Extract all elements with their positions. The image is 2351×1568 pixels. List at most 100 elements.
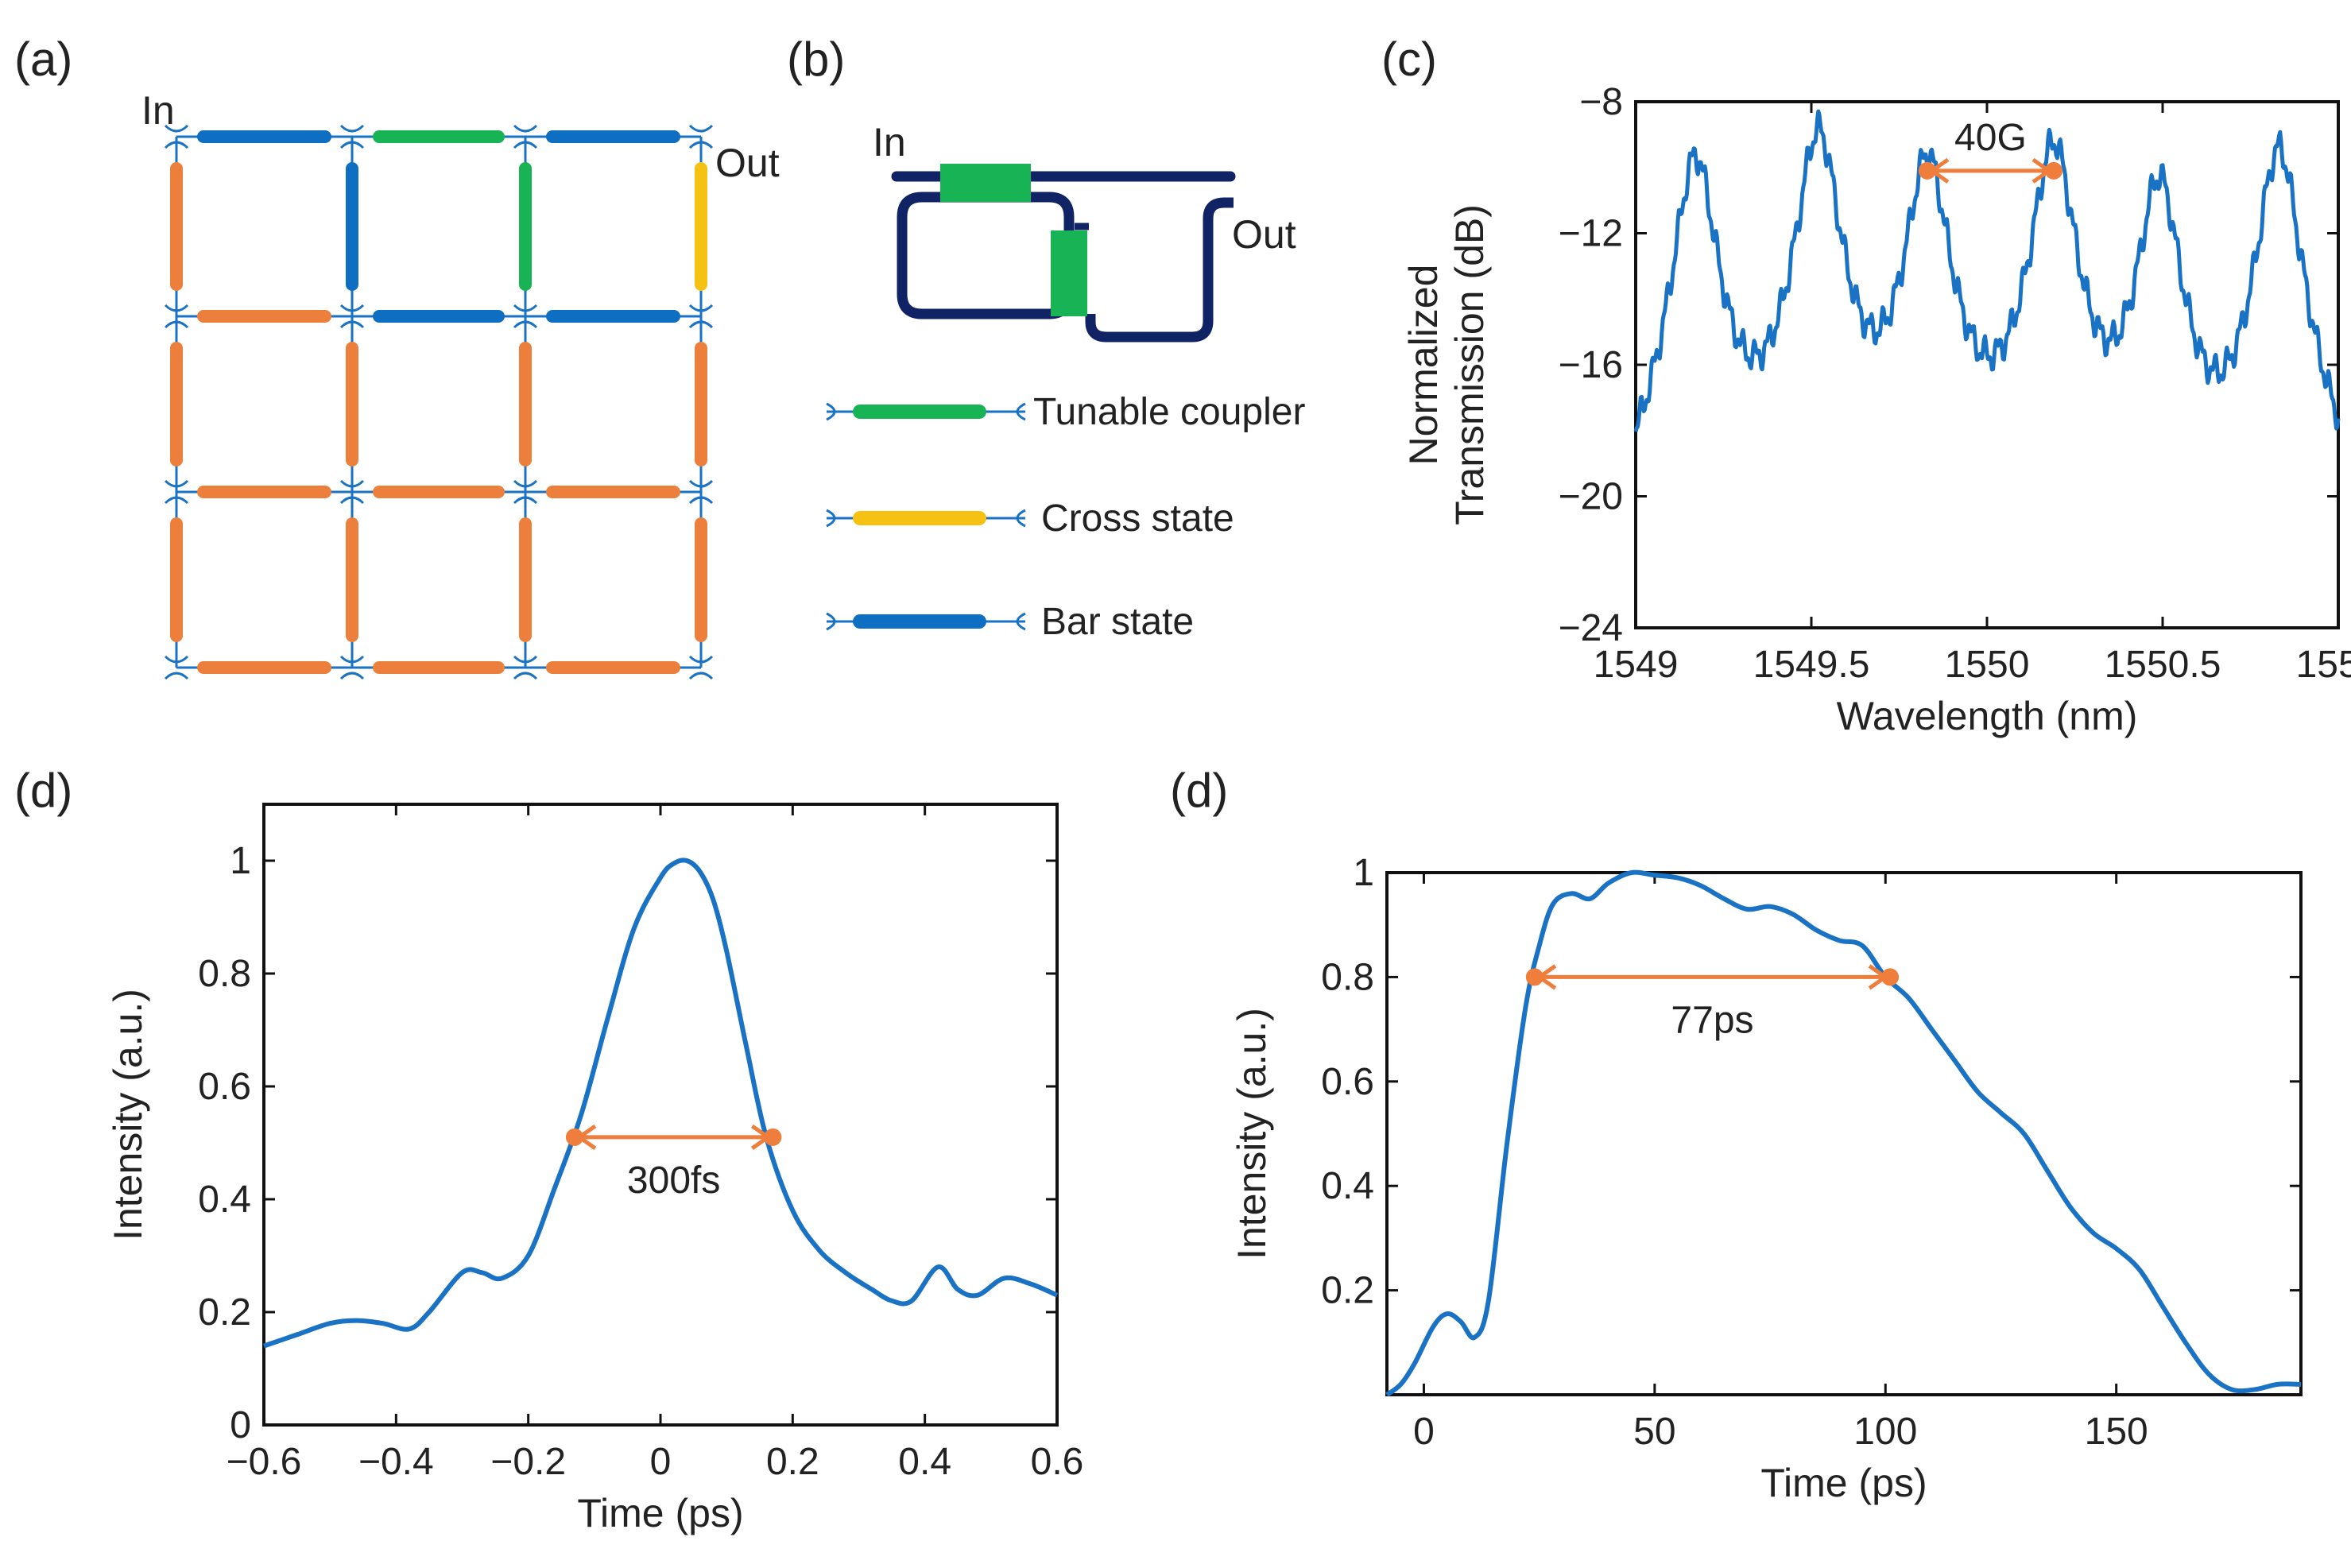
y-tick-label: 1: [1353, 852, 1374, 894]
legend-label-bar: Bar state: [1041, 601, 1194, 643]
y-axis-label-line: Normalized: [1401, 265, 1446, 466]
mesh-junction: [164, 479, 189, 505]
series-pulse: [1385, 869, 2302, 1397]
mesh-junction: [513, 304, 538, 329]
series-pulse: [263, 858, 1059, 1349]
y-tick-label: 0.8: [1321, 956, 1374, 998]
x-tick-label: 1550: [1945, 644, 2030, 686]
panel-b-label: (b): [787, 33, 845, 86]
legend-coupler-ends: [826, 509, 1026, 528]
y-tick-label: −20: [1559, 476, 1623, 518]
y-axis-label: Intensity (a.u.): [106, 989, 150, 1241]
y-tick-label: −24: [1559, 607, 1623, 649]
drop-waveguide: [1085, 197, 1234, 343]
plot-frame: [262, 803, 1059, 1427]
x-tick-label: −0.2: [490, 1441, 566, 1483]
y-tick-label: −16: [1559, 344, 1623, 386]
panel-b-in-label: In: [873, 120, 906, 165]
panel-d-left-label: (d): [14, 764, 72, 817]
width-marker-start: [1918, 161, 1936, 180]
chart-femtosecond-pulse: −0.6 −0.4 −0.2 0 0.2 0.4 0.6 0 0.2 0.4 0.6 0.8 1 Time…: [106, 803, 1084, 1535]
mesh-junction: [339, 304, 365, 329]
legend-coupler-ends: [826, 612, 1026, 631]
legend: Tunable coupler Cross state Bar state: [826, 391, 1305, 643]
mesh-junction: [688, 479, 714, 505]
x-tick-label: 1549.5: [1753, 644, 1870, 686]
x-axis-label: Time (ps): [577, 1491, 743, 1535]
width-marker-start: [1525, 968, 1543, 986]
mesh-junction: [164, 655, 189, 680]
mesh-junctions: [164, 124, 714, 680]
x-tick-label: 0.6: [1031, 1441, 1084, 1483]
ring-resonator-schematic: [891, 164, 1236, 343]
y-tick-label: 0.4: [1321, 1165, 1374, 1207]
chart-transmission: 1549 1549.5 1550 1550.5 1551 −24 −20 −16 −12 −8 Wa…: [1401, 81, 2351, 738]
x-tick-label: 0.2: [766, 1441, 819, 1483]
mesh-junction: [513, 124, 538, 149]
x-tick-label: 50: [1633, 1411, 1675, 1453]
panel-d-right: (d) 0 50 100 150 0.2 0.4 0.6 0.8 1 Time (ps) Inten…: [1170, 764, 2303, 1505]
x-tick-label: 0: [1413, 1411, 1435, 1453]
width-annotation-label: 300fs: [627, 1160, 720, 1202]
tunable-coupler-top: [940, 164, 1031, 202]
chart-picosecond-pulse: 0 50 100 150 0.2 0.4 0.6 0.8 1 Time (ps) Intensity…: [1230, 852, 2303, 1505]
mesh-junction: [164, 304, 189, 329]
y-tick-label: 0.6: [198, 1066, 251, 1108]
panel-a-out-label: Out: [715, 141, 780, 185]
x-tick-label: 150: [2085, 1411, 2148, 1453]
x-tick-label: 0: [650, 1441, 672, 1483]
x-tick-label: 1549: [1594, 644, 1679, 686]
mesh-waveguides: [175, 135, 703, 669]
y-tick-label: 0.6: [1321, 1061, 1374, 1103]
x-tick-label: 1551: [2296, 644, 2351, 686]
panel-c: (c) 1549 1549.5 1550 1550.5 1551 −24 −20 −16 −12…: [1381, 33, 2351, 738]
panel-b-out-label: Out: [1232, 212, 1296, 257]
mesh-junction: [688, 304, 714, 329]
width-marker-start: [565, 1128, 583, 1146]
width-marker-end: [2044, 161, 2062, 180]
y-tick-label: 0: [230, 1404, 251, 1446]
y-axis-label: Intensity (a.u.): [1230, 1008, 1274, 1260]
panel-a-label: (a): [14, 33, 72, 86]
y-axis-label-line: Transmission (dB): [1447, 204, 1492, 525]
y-tick-label: −8: [1579, 81, 1623, 123]
panel-c-label: (c): [1381, 33, 1437, 86]
series-transmission: [1633, 109, 2341, 432]
mesh-junction: [513, 479, 538, 505]
x-axis-label: Wavelength (nm): [1837, 694, 2138, 738]
y-tick-label: 0.2: [1321, 1270, 1374, 1312]
y-tick-label: −12: [1559, 213, 1623, 255]
x-axis-label: Time (ps): [1760, 1461, 1927, 1505]
panel-a-in-label: In: [141, 88, 175, 133]
tunable-coupler-side: [1051, 230, 1087, 316]
mesh-junction: [513, 655, 538, 680]
legend-label-tunable: Tunable coupler: [1033, 391, 1305, 433]
x-tick-label: 100: [1853, 1411, 1917, 1453]
legend-coupler-ends: [826, 402, 1026, 421]
mesh-junction: [339, 479, 365, 505]
panel-d-right-label: (d): [1170, 764, 1228, 817]
x-tick-label: 0.4: [898, 1441, 951, 1483]
y-tick-label: 0.8: [198, 953, 251, 995]
mesh-junction: [164, 124, 189, 149]
width-marker-end: [764, 1128, 782, 1146]
plot-frame: [1385, 871, 2303, 1396]
panel-a: (a) In Out: [14, 33, 780, 680]
mesh-couplers: [170, 130, 707, 674]
panel-d-left: (d) −0.6 −0.4 −0.2 0 0.2 0.4 0.6 0 0.2 0.4 0.6 0.8 1…: [14, 764, 1083, 1535]
width-annotation-label: 77ps: [1671, 999, 1753, 1041]
panel-b: (b) In Out Tunable coupler Cross state Bar…: [787, 33, 1305, 643]
width-marker-end: [1881, 968, 1900, 986]
mesh-junction: [339, 655, 365, 680]
mesh-junction: [339, 124, 365, 149]
y-tick-label: 1: [230, 840, 251, 882]
x-tick-label: 1550.5: [2105, 644, 2221, 686]
x-tick-label: −0.4: [358, 1441, 434, 1483]
mesh-junction: [688, 655, 714, 680]
width-annotation-label: 40G: [1954, 117, 2027, 159]
x-tick-label: −0.6: [227, 1441, 302, 1483]
y-tick-label: 0.4: [198, 1179, 251, 1221]
y-tick-label: 0.2: [198, 1291, 251, 1334]
legend-label-cross: Cross state: [1041, 498, 1234, 540]
